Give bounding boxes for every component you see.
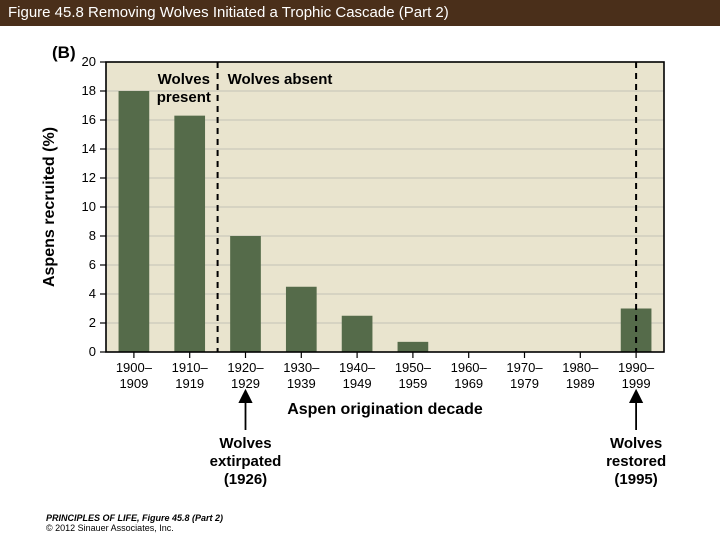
svg-text:20: 20 [82, 54, 96, 69]
bar-chart: 0 2 4 6 8 10 12 14 16 18 20 1900–1909 1910–1919 1920–… [0, 26, 720, 540]
svg-text:8: 8 [89, 228, 96, 243]
attribution: PRINCIPLES OF LIFE, Figure 45.8 (Part 2)… [46, 514, 223, 534]
svg-text:Wolves absent: Wolves absent [228, 71, 333, 88]
svg-text:1919: 1919 [175, 376, 204, 391]
svg-text:6: 6 [89, 257, 96, 272]
svg-text:1979: 1979 [510, 376, 539, 391]
svg-text:present: present [157, 89, 211, 106]
svg-text:1909: 1909 [119, 376, 148, 391]
svg-text:(1926): (1926) [224, 471, 267, 488]
svg-text:1900–: 1900– [116, 360, 153, 375]
svg-text:extirpated: extirpated [210, 453, 282, 470]
svg-text:1989: 1989 [566, 376, 595, 391]
svg-text:1929: 1929 [231, 376, 260, 391]
svg-text:1920–: 1920– [227, 360, 264, 375]
svg-text:restored: restored [606, 453, 666, 470]
svg-text:(B): (B) [52, 43, 76, 62]
svg-text:1949: 1949 [343, 376, 372, 391]
svg-text:0: 0 [89, 344, 96, 359]
svg-text:1960–: 1960– [451, 360, 488, 375]
svg-text:14: 14 [82, 141, 96, 156]
attribution-line1: PRINCIPLES OF LIFE, Figure 45.8 (Part 2) [46, 513, 223, 523]
svg-text:1910–: 1910– [172, 360, 209, 375]
svg-text:Wolves: Wolves [219, 435, 271, 452]
svg-text:1999: 1999 [622, 376, 651, 391]
svg-text:Wolves: Wolves [158, 71, 210, 88]
svg-text:1970–: 1970– [506, 360, 543, 375]
svg-text:Wolves: Wolves [610, 435, 662, 452]
svg-text:1950–: 1950– [395, 360, 432, 375]
svg-text:1930–: 1930– [283, 360, 320, 375]
svg-text:(1995): (1995) [614, 471, 657, 488]
attribution-line2: © 2012 Sinauer Associates, Inc. [46, 523, 174, 533]
header-title: Figure 45.8 Removing Wolves Initiated a … [8, 4, 449, 21]
svg-text:1980–: 1980– [562, 360, 599, 375]
header-bar: Figure 45.8 Removing Wolves Initiated a … [0, 0, 720, 26]
svg-text:1969: 1969 [454, 376, 483, 391]
chart-container: 0 2 4 6 8 10 12 14 16 18 20 1900–1909 1910–1919 1920–… [0, 26, 720, 540]
svg-text:Aspen origination decade: Aspen origination decade [287, 401, 483, 418]
svg-text:12: 12 [82, 170, 96, 185]
svg-text:1939: 1939 [287, 376, 316, 391]
svg-text:2: 2 [89, 315, 96, 330]
svg-text:10: 10 [82, 199, 96, 214]
svg-text:4: 4 [89, 286, 96, 301]
svg-text:1990–: 1990– [618, 360, 655, 375]
svg-text:16: 16 [82, 112, 96, 127]
svg-text:18: 18 [82, 83, 96, 98]
svg-text:Aspens recruited (%): Aspens recruited (%) [41, 127, 58, 287]
svg-text:1940–: 1940– [339, 360, 376, 375]
svg-text:1959: 1959 [398, 376, 427, 391]
